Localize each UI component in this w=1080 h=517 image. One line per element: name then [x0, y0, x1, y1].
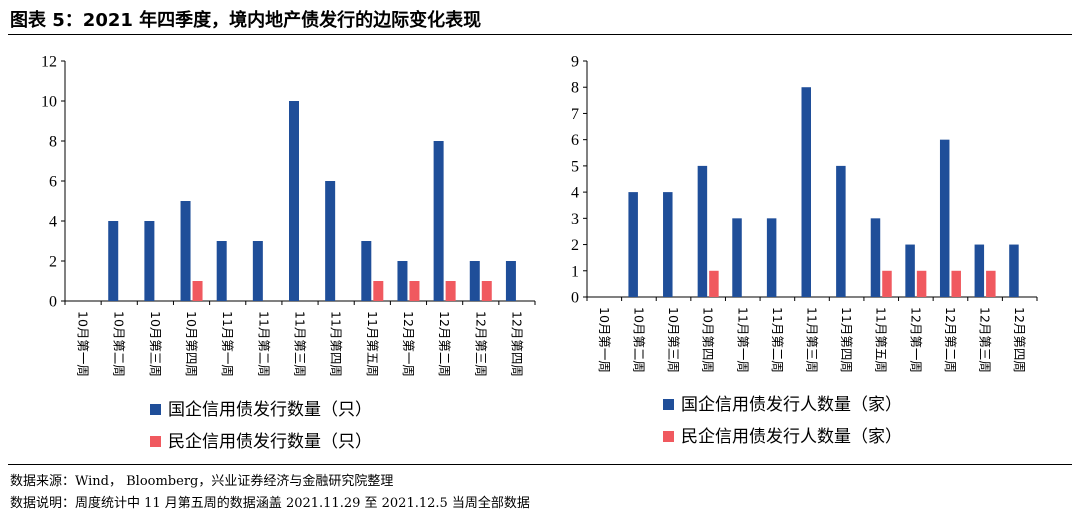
chart2-bar-series1 [697, 165, 708, 297]
chart2-y-tick-label: 0 [571, 290, 579, 307]
chart2-bar-series1 [1009, 244, 1019, 297]
chart1-bar-series2 [192, 281, 203, 301]
chart1-legend-swatch [150, 436, 161, 447]
chart2-bar-series1 [663, 192, 673, 297]
chart1-x-tick-label: 11月第二周 [256, 311, 271, 377]
chart2-bar-series1 [801, 87, 811, 297]
chart2-bar-series2 [916, 270, 927, 297]
chart1-bar-series1 [289, 101, 299, 301]
chart2-bar-series1 [974, 244, 985, 297]
chart1-bar-series1 [216, 241, 227, 301]
top-rule [8, 34, 1072, 35]
chart2-bar-series1 [939, 139, 950, 297]
chart2-x-tick-label: 10月第三周 [666, 307, 681, 373]
chart1-bar-series1 [108, 221, 119, 301]
chart1-x-tick-label: 10月第一周 [76, 311, 91, 377]
chart2-x-tick-label: 11月第四周 [839, 307, 854, 373]
source-note: 数据来源：Wind， Bloomberg，兴业证券经济与金融研究院整理 [10, 474, 394, 489]
chart2-x-tick-label: 11月第五周 [874, 307, 889, 373]
chart1-legend-swatch [150, 404, 161, 415]
chart1-x-tick-label: 11月第四周 [329, 311, 344, 377]
chart2-y-tick-label: 8 [571, 80, 579, 97]
chart2-bar-series2 [882, 270, 892, 297]
chart2-y-tick-label: 7 [571, 106, 579, 123]
chart2-bar-series2 [951, 270, 961, 297]
chart1-x-tick-label: 11月第五周 [365, 311, 380, 377]
chart2-bar-series1 [905, 244, 915, 297]
chart1-x-tick-label: 11月第一周 [220, 311, 235, 377]
chart2-y-tick-label: 3 [571, 211, 579, 228]
chart1-bar-series2 [373, 281, 384, 301]
chart2-bar-series1 [870, 218, 881, 297]
chart1-x-tick-label: 10月第二周 [112, 311, 127, 377]
chart1-y-tick-label: 10 [41, 94, 57, 111]
chart1-x-tick-label: 11月第三周 [293, 311, 308, 377]
chart2-x-tick-label: 12月第三周 [978, 307, 993, 373]
chart2-bar-series1 [732, 218, 742, 297]
chart1-x-tick-label: 10月第三周 [148, 311, 163, 377]
chart2-bar-series2 [986, 270, 996, 297]
chart1-bar-series1 [325, 181, 336, 301]
chart2-x-tick-label: 10月第一周 [597, 307, 612, 373]
bottom-rule [8, 464, 1072, 465]
chart2-x-tick-label: 12月第一周 [908, 307, 923, 373]
chart1-y-tick-label: 8 [49, 134, 57, 151]
chart2-bar-series2 [709, 270, 719, 297]
chart2-y-tick-label: 6 [571, 132, 579, 149]
chart1-bar-series2 [481, 281, 492, 301]
chart2-bar-series1 [836, 165, 846, 297]
chart2-x-tick-label: 10月第二周 [631, 307, 646, 373]
chart2-y-tick-label: 5 [571, 158, 579, 175]
chart1-x-tick-label: 12月第三周 [473, 311, 488, 377]
chart1-bar-series1 [180, 201, 191, 301]
chart2-y-tick-label: 4 [571, 185, 579, 202]
chart2-x-tick-label: 12月第四周 [1012, 307, 1027, 373]
chart1-bar-series1 [505, 261, 516, 301]
chart1-x-tick-label: 12月第二周 [437, 311, 452, 377]
chart-issuer-count: 0 1 2 3 4 5 6 7 8 9 10月第一周 10月第二周 10月第三周 10月第四周 11月第一周… [571, 54, 1038, 447]
chart2-x-tick-label: 11月第一周 [735, 307, 750, 373]
chart1-bar-series1 [397, 261, 408, 301]
chart2-legend-label: 民企信用债发行人数量（家） [681, 427, 902, 447]
chart1-bar-series1 [252, 241, 263, 301]
chart1-bar-series2 [445, 281, 456, 301]
chart1-y-tick-label: 2 [49, 254, 57, 271]
chart1-y-tick-label: 12 [41, 54, 57, 71]
chart2-legend-swatch [663, 399, 674, 410]
data-description-note: 数据说明：周度统计中 11 月第五周的数据涵盖 2021.11.29 至 202… [10, 496, 530, 511]
chart1-bar-series1 [469, 261, 480, 301]
chart1-y-tick-label: 4 [49, 214, 57, 231]
chart2-legend-label: 国企信用债发行人数量（家） [681, 395, 902, 415]
chart1-bar-series2 [409, 281, 420, 301]
chart1-x-tick-label: 10月第四周 [184, 311, 199, 377]
chart2-legend-swatch [663, 431, 674, 442]
chart1-x-tick-label: 12月第四周 [509, 311, 524, 377]
chart1-bar-series1 [433, 141, 444, 301]
chart2-y-tick-label: 1 [571, 263, 579, 280]
chart1-x-tick-label: 12月第一周 [401, 311, 416, 377]
chart1-legend-label: 国企信用债发行数量（只） [168, 400, 372, 420]
chart1-bar-series1 [361, 241, 372, 301]
chart2-y-tick-label: 9 [571, 54, 579, 71]
chart2-y-tick-label: 2 [571, 237, 579, 254]
chart2-bar-series1 [766, 218, 777, 297]
chart2-bar-series1 [628, 192, 638, 297]
chart1-bar-series1 [144, 221, 155, 301]
chart2-x-tick-label: 12月第二周 [943, 307, 958, 373]
chart1-y-tick-label: 6 [49, 174, 57, 191]
chart2-x-tick-label: 10月第四周 [701, 307, 716, 373]
chart2-x-tick-label: 11月第三周 [805, 307, 820, 373]
chart-bond-count: 0 2 4 6 8 10 12 10月第一周 10月第二周 10月第三周 10月第四周 11月第一周 1… [41, 54, 536, 452]
chart1-y-tick-label: 0 [49, 294, 57, 311]
chart2-x-tick-label: 11月第二周 [770, 307, 785, 373]
figure-title: 图表 5：2021 年四季度，境内地产债发行的边际变化表现 [10, 10, 482, 31]
chart1-legend-label: 民企信用债发行数量（只） [168, 432, 372, 452]
